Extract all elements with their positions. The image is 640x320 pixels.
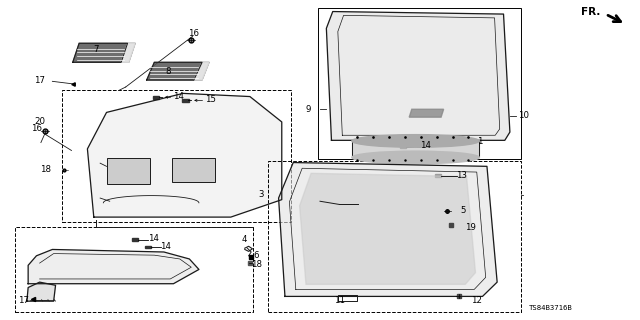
Text: 19: 19	[465, 223, 476, 232]
Bar	[318, 8, 521, 159]
Polygon shape	[153, 96, 159, 99]
Polygon shape	[352, 141, 479, 157]
Text: 16: 16	[188, 28, 199, 38]
Text: 8: 8	[166, 67, 171, 76]
Polygon shape	[278, 163, 497, 296]
Text: 7: 7	[93, 45, 99, 54]
Polygon shape	[300, 173, 476, 284]
Text: 14: 14	[420, 141, 431, 150]
Bar	[62, 90, 291, 222]
Bar	[15, 227, 253, 312]
Polygon shape	[435, 174, 441, 178]
Text: 9: 9	[306, 105, 311, 114]
Bar	[172, 158, 216, 182]
Polygon shape	[28, 250, 199, 284]
Text: 18: 18	[251, 260, 262, 269]
Text: 17: 17	[18, 296, 29, 305]
Polygon shape	[88, 93, 282, 217]
Text: 20: 20	[34, 117, 45, 126]
Text: 3: 3	[259, 190, 264, 199]
Text: 14: 14	[148, 234, 159, 243]
Text: 5: 5	[461, 206, 466, 215]
Polygon shape	[409, 109, 444, 117]
Ellipse shape	[352, 151, 479, 164]
Text: 17: 17	[34, 76, 45, 85]
Polygon shape	[147, 62, 202, 80]
Polygon shape	[326, 12, 510, 140]
Polygon shape	[182, 99, 189, 102]
Polygon shape	[194, 62, 209, 80]
Ellipse shape	[352, 135, 479, 147]
Polygon shape	[145, 246, 151, 248]
Text: 14: 14	[173, 92, 184, 101]
Text: 10: 10	[518, 111, 529, 120]
Text: 1: 1	[477, 137, 482, 146]
Polygon shape	[121, 43, 135, 62]
Text: 16: 16	[31, 124, 42, 133]
Text: 6: 6	[253, 251, 259, 260]
Text: 12: 12	[470, 296, 482, 305]
Bar	[106, 158, 150, 184]
Text: 13: 13	[456, 171, 467, 180]
Polygon shape	[132, 238, 138, 241]
Text: FR.: FR.	[581, 7, 600, 17]
Text: 15: 15	[205, 95, 216, 104]
Polygon shape	[399, 145, 406, 148]
Text: 11: 11	[333, 296, 344, 305]
Text: 14: 14	[160, 242, 172, 251]
Text: 18: 18	[40, 165, 51, 174]
Polygon shape	[73, 43, 127, 62]
Bar	[268, 161, 521, 312]
Polygon shape	[27, 282, 56, 301]
Text: 4: 4	[242, 236, 248, 244]
Text: TS84B3716B: TS84B3716B	[529, 306, 573, 311]
